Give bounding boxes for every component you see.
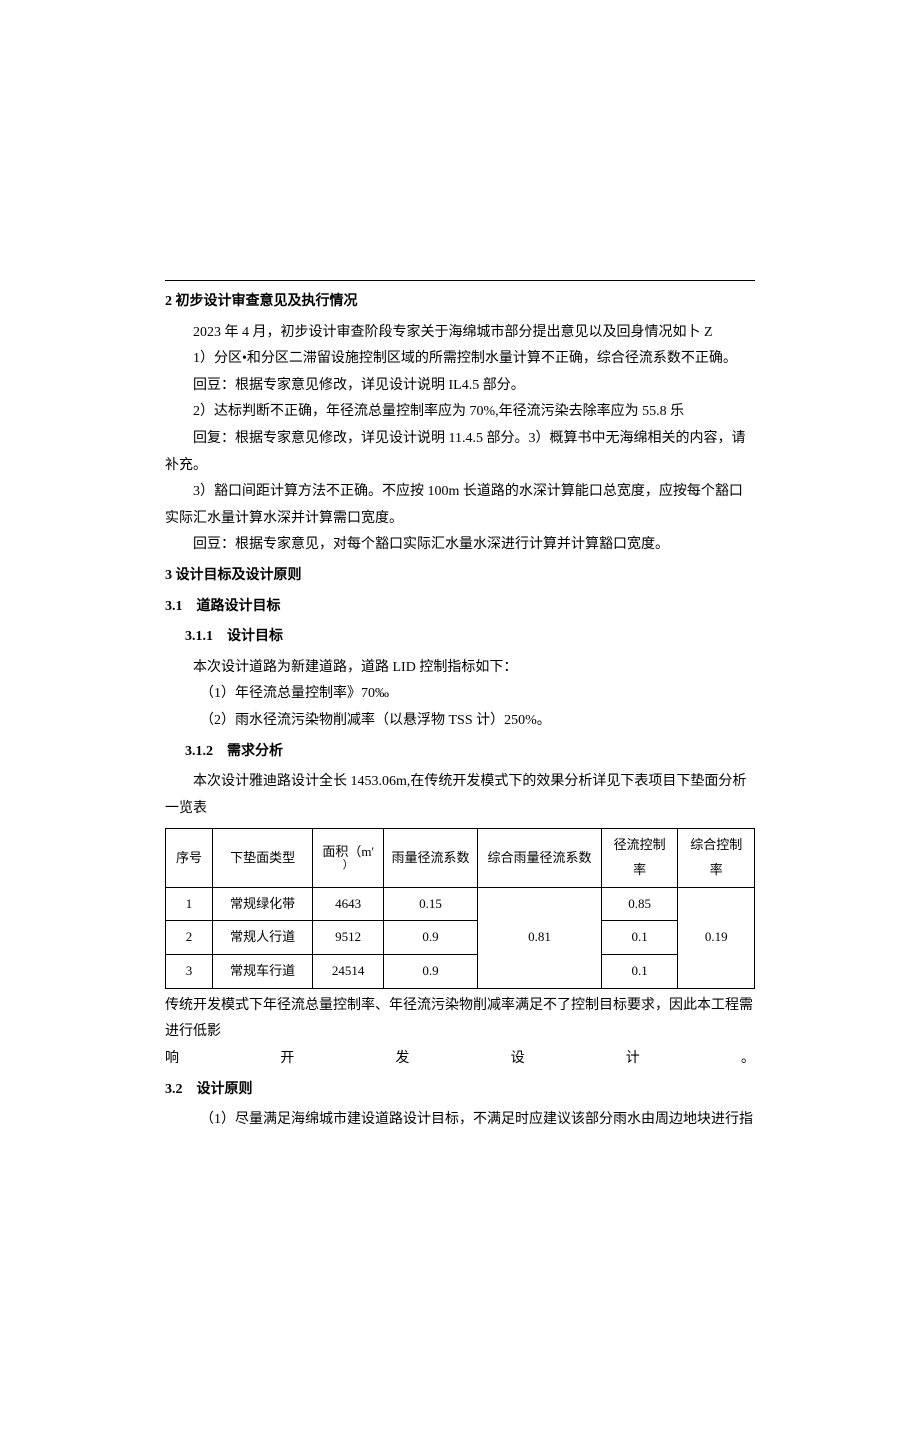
heading-3-1-1: 3.1.1 设计目标 — [185, 624, 755, 651]
s312-after1: 传统开发模式下年径流总量控制率、年径流污染物削减率满足不了控制目标要求，因此本工… — [165, 993, 755, 1046]
s2-p3: 回豆：根据专家意见修改，详见设计说明 IL4.5 部分。 — [165, 373, 755, 400]
s311-p1: 本次设计道路为新建道路，道路 LID 控制指标如下： — [165, 655, 755, 682]
heading-section-3: 3 设计目标及设计原则 — [165, 563, 755, 590]
s311-li1: （1）年径流总量控制率》70‰ — [200, 681, 755, 708]
s2-p6: 3）豁口间距计算方法不正确。不应按 100m 长道路的水深计算能口总宽度，应按每… — [165, 479, 755, 532]
cell-no: 2 — [166, 921, 213, 955]
heading-3-1-2: 3.1.2 需求分析 — [185, 739, 755, 766]
cell-coef: 0.9 — [383, 955, 477, 989]
cell-coef: 0.15 — [383, 887, 477, 921]
table-header-row: 序号 下垫面类型 面积（m' ） 雨量径流系数 综合雨量径流系数 径流控制率 综… — [166, 829, 755, 887]
th-area-main: 面积（m' — [322, 844, 373, 859]
cell-coef: 0.9 — [383, 921, 477, 955]
cell-no: 3 — [166, 955, 213, 989]
cell-no: 1 — [166, 887, 213, 921]
s2-p7: 回豆：根据专家意见，对每个豁口实际汇水量水深进行计算并计算豁口宽度。 — [165, 532, 755, 559]
cell-combcoef: 0.81 — [478, 887, 602, 988]
j-c2: 开 — [280, 1046, 294, 1073]
s32-p1: （1）尽量满足海绵城市建设道路设计目标，不满足时应建议该部分雨水由周边地块进行指 — [165, 1107, 755, 1134]
underlying-surface-table: 序号 下垫面类型 面积（m' ） 雨量径流系数 综合雨量径流系数 径流控制率 综… — [165, 828, 755, 988]
cell-area: 24514 — [313, 955, 384, 989]
th-combcoef: 综合雨量径流系数 — [478, 829, 602, 887]
table-row: 3 常规车行道 24514 0.9 0.1 — [166, 955, 755, 989]
top-divider — [165, 280, 755, 281]
j-c4: 设 — [511, 1046, 525, 1073]
cell-ctrl: 0.1 — [601, 955, 678, 989]
s311-list: （1）年径流总量控制率》70‰ （2）雨水径流污染物削减率（以悬浮物 TSS 计… — [200, 681, 755, 734]
cell-ctrl: 0.85 — [601, 887, 678, 921]
s2-p4: 2）达标判断不正确，年径流总量控制率应为 70%,年径流污染去除率应为 55.8… — [165, 399, 755, 426]
table-row: 2 常规人行道 9512 0.9 0.1 — [166, 921, 755, 955]
th-area: 面积（m' ） — [313, 829, 384, 887]
j-c1: 响 — [165, 1046, 179, 1073]
s312-after2: 响 开 发 设 计 。 — [165, 1046, 755, 1073]
s2-p5: 回复：根据专家意见修改，详见设计说明 11.4.5 部分。3）概算书中无海绵相关… — [165, 426, 755, 479]
th-combctrl: 综合控制率 — [678, 829, 755, 887]
heading-3-1: 3.1 道路设计目标 — [165, 594, 755, 621]
cell-type: 常规人行道 — [213, 921, 313, 955]
cell-area: 4643 — [313, 887, 384, 921]
th-no: 序号 — [166, 829, 213, 887]
s312-p1: 本次设计雅迪路设计全长 1453.06m,在传统开发模式下的效果分析详见下表项目… — [165, 769, 755, 822]
s311-li2: （2）雨水径流污染物削减率（以悬浮物 TSS 计）250%。 — [200, 708, 755, 735]
table-row: 1 常规绿化带 4643 0.15 0.81 0.85 0.19 — [166, 887, 755, 921]
heading-3-2: 3.2 设计原则 — [165, 1077, 755, 1104]
page-container: 2 初步设计审查意见及执行情况 2023 年 4 月，初步设计审查阶段专家关于海… — [0, 0, 920, 1434]
th-area-unit: ） — [319, 859, 377, 871]
th-ctrl: 径流控制率 — [601, 829, 678, 887]
cell-type: 常规绿化带 — [213, 887, 313, 921]
th-coef: 雨量径流系数 — [383, 829, 477, 887]
cell-combctrl: 0.19 — [678, 887, 755, 988]
cell-ctrl: 0.1 — [601, 921, 678, 955]
j-c3: 发 — [395, 1046, 409, 1073]
cell-type: 常规车行道 — [213, 955, 313, 989]
s2-p2: 1）分区•和分区二滞留设施控制区域的所需控制水量计算不正确，综合径流系数不正确。 — [165, 346, 755, 373]
j-c6: 。 — [741, 1046, 755, 1073]
s2-p1: 2023 年 4 月，初步设计审查阶段专家关于海绵城市部分提出意见以及回身情况如… — [165, 320, 755, 347]
j-c5: 计 — [626, 1046, 640, 1073]
th-type: 下垫面类型 — [213, 829, 313, 887]
heading-section-2: 2 初步设计审查意见及执行情况 — [165, 289, 755, 316]
cell-area: 9512 — [313, 921, 384, 955]
